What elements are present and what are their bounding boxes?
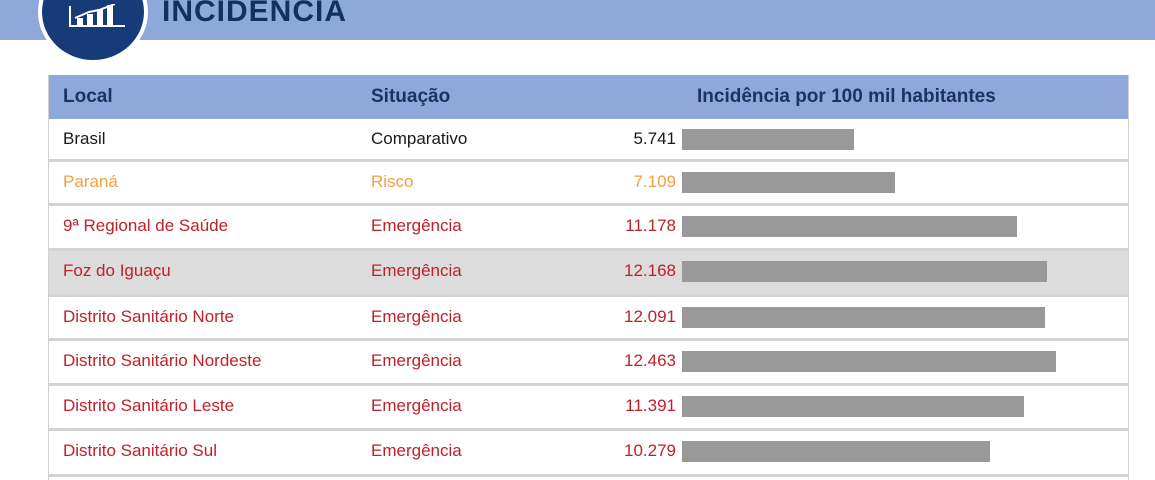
row-local: Paraná — [63, 172, 118, 191]
row-situacao: Emergência — [371, 396, 462, 415]
row-situacao: Risco — [371, 172, 414, 191]
table-row: 9ª Regional de Saúde Emergência 11.178 — [49, 206, 1128, 251]
row-situacao: Emergência — [371, 351, 462, 370]
incidence-bar — [682, 396, 1024, 417]
bar-chart-icon — [69, 4, 125, 27]
data-label: 12.168 — [624, 261, 676, 280]
data-label: 7.109 — [633, 172, 676, 191]
row-situacao: Comparativo — [371, 129, 468, 148]
table-header: Local Situação Incidência por 100 mil ha… — [49, 75, 1128, 119]
data-label: 11.391 — [625, 396, 676, 415]
table-row: Distrito Sanitário Sul Emergência 10.279 — [49, 431, 1128, 477]
row-situacao: Emergência — [371, 216, 462, 235]
header-local: Local — [63, 86, 113, 107]
incidence-bar — [682, 307, 1045, 328]
incidence-table: Local Situação Incidência por 100 mil ha… — [48, 75, 1129, 480]
incidence-bar — [682, 261, 1047, 282]
incidence-bar — [682, 441, 990, 462]
row-local: Distrito Sanitário Norte — [63, 307, 235, 326]
incidence-bar — [682, 129, 854, 150]
row-local: 9ª Regional de Saúde — [63, 216, 229, 235]
page-title: INCIDÊNCIA — [162, 0, 348, 28]
row-local: Foz do Iguaçu — [63, 261, 171, 280]
row-local: Distrito Sanitário Nordeste — [63, 351, 262, 370]
incidence-bar — [682, 216, 1017, 237]
data-label: 5.741 — [633, 129, 676, 148]
row-local: Distrito Sanitário Sul — [63, 441, 218, 460]
row-situacao: Emergência — [371, 261, 462, 280]
row-situacao: Emergência — [371, 307, 462, 326]
data-label: 12.091 — [624, 307, 676, 326]
table-row: Distrito Sanitário Nordeste Emergência 12.… — [49, 341, 1128, 386]
row-local: Distrito Sanitário Leste — [63, 396, 235, 415]
table-row: Brasil Comparativo 5.741 — [49, 119, 1128, 162]
incidence-bar — [682, 351, 1056, 372]
table-row: Distrito Sanitário Norte Emergência 12.091 — [49, 297, 1128, 341]
data-label: 12.463 — [624, 351, 676, 370]
row-situacao: Emergência — [371, 441, 462, 460]
table-row: Distrito Sanitário Leste Emergência 11.391 — [49, 386, 1128, 431]
header-badge — [38, 0, 148, 64]
data-label: 11.178 — [625, 216, 676, 235]
table-row: Foz do Iguaçu Emergência 12.168 — [49, 251, 1128, 297]
table-row: Paraná Risco 7.109 — [49, 162, 1128, 206]
row-local: Brasil — [63, 129, 106, 148]
data-label: 10.279 — [624, 441, 676, 460]
header-situacao: Situação — [371, 86, 451, 107]
header-banner — [0, 0, 1155, 40]
header-incidencia: Incidência por 100 mil habitantes — [697, 86, 996, 107]
incidence-bar — [682, 172, 895, 193]
